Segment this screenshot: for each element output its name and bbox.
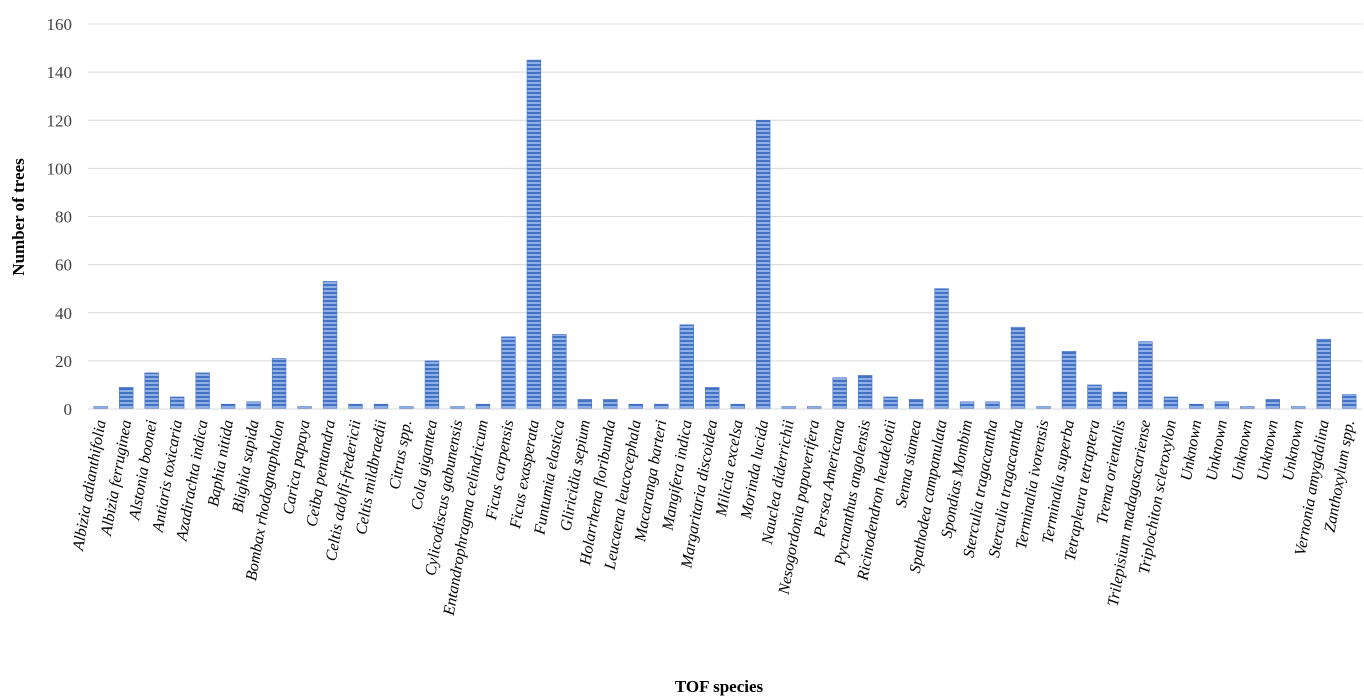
bar	[908, 399, 924, 410]
bar	[1087, 384, 1102, 410]
y-tick-label: 80	[55, 208, 72, 227]
y-tick-label: 0	[64, 400, 73, 419]
bar	[1265, 399, 1280, 410]
bar	[832, 377, 847, 410]
bar	[679, 324, 694, 410]
bar	[577, 399, 593, 410]
bar	[195, 372, 210, 410]
bar	[1061, 350, 1077, 410]
bar	[246, 401, 261, 410]
bar	[475, 403, 491, 410]
bar	[1316, 338, 1331, 410]
x-tick-label: Unknown	[1203, 419, 1230, 482]
y-tick-label: 20	[55, 352, 72, 371]
bar	[348, 403, 363, 410]
bar	[628, 403, 643, 410]
bar	[322, 281, 338, 410]
y-tick-label: 100	[47, 159, 73, 178]
bar	[1112, 391, 1128, 410]
bar	[705, 387, 720, 410]
bar	[730, 403, 745, 410]
bars	[93, 59, 1357, 410]
bar	[1342, 394, 1357, 410]
x-tick-label: Unknown	[1229, 419, 1256, 482]
y-tick-label: 120	[47, 111, 73, 130]
y-tick-labels: 0 20 40 60 80 100 120 140 160	[47, 15, 73, 419]
gridlines	[88, 23, 1362, 362]
x-axis-title: TOF species	[675, 677, 764, 696]
bar	[985, 401, 1000, 410]
bar	[271, 358, 287, 410]
bar	[501, 336, 516, 410]
bar	[603, 399, 618, 410]
bar	[1163, 396, 1179, 410]
bar	[654, 403, 669, 410]
y-tick-label: 60	[55, 256, 72, 275]
bar	[756, 119, 771, 410]
x-tick-label: Unknown	[1254, 419, 1281, 482]
x-tick-label: Citrus spp.	[386, 419, 415, 491]
bar	[959, 401, 975, 410]
y-tick-label: 160	[47, 15, 73, 34]
bar	[883, 396, 898, 410]
bar	[552, 334, 567, 410]
bar	[220, 403, 236, 410]
bar	[1189, 403, 1204, 410]
y-tick-label: 40	[55, 304, 72, 323]
bar	[857, 375, 873, 410]
x-tick-label: Unknown	[1280, 419, 1307, 482]
bar	[170, 396, 185, 410]
bar	[144, 372, 159, 410]
bar	[119, 387, 134, 410]
bar	[424, 360, 440, 410]
y-axis-title: Number of trees	[9, 158, 28, 276]
bar	[526, 59, 542, 410]
bar	[373, 403, 389, 410]
bar	[1138, 341, 1153, 410]
bar	[1214, 401, 1230, 410]
bar	[934, 288, 949, 410]
x-tick-label: Unknown	[1178, 419, 1205, 482]
y-tick-label: 140	[47, 63, 73, 82]
bar	[1010, 326, 1026, 410]
